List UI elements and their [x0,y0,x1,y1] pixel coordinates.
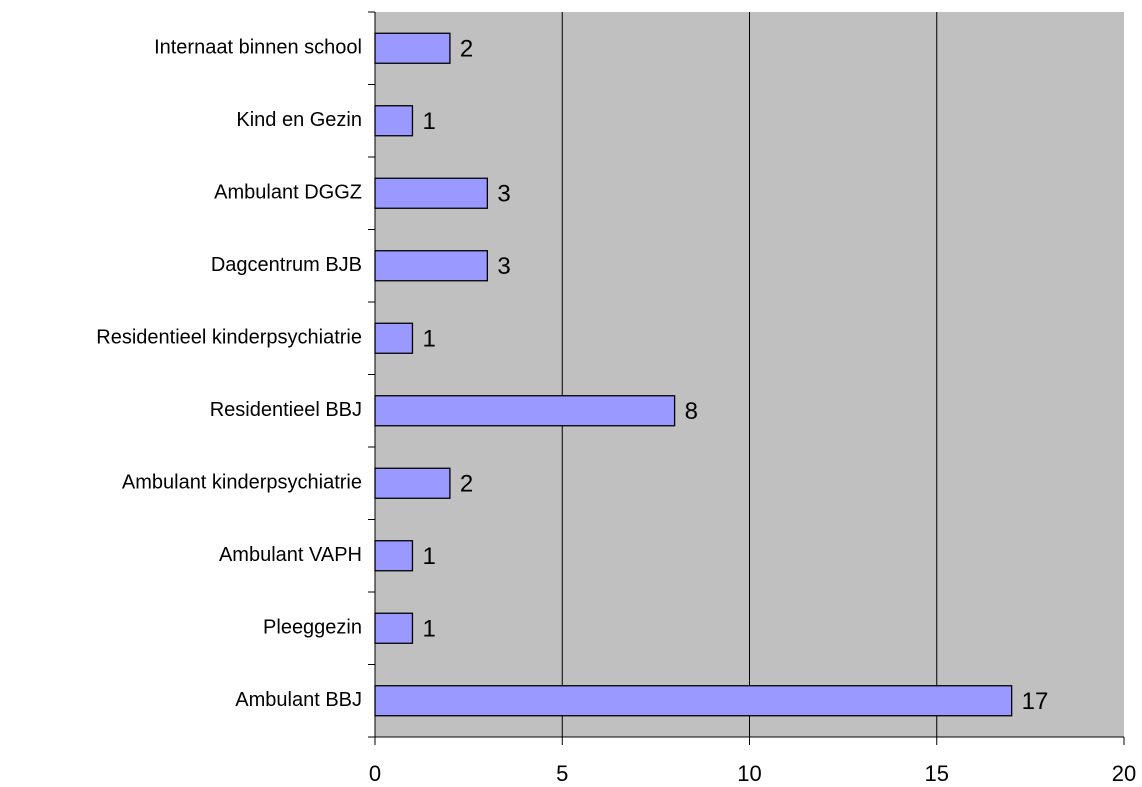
x-tick-label: 0 [369,761,381,786]
data-label: 3 [497,253,510,280]
category-label: Dagcentrum BJB [211,254,362,276]
bar [374,395,676,427]
category-label: Kind en Gezin [236,109,362,131]
bar [374,250,488,282]
data-label: 2 [460,36,473,63]
bar [374,467,451,499]
category-label: Ambulant DGGZ [214,182,362,204]
category-label: Pleeggezin [263,617,362,639]
bar [374,612,414,644]
data-label: 1 [422,326,435,353]
bar [374,32,451,64]
category-label: Residentieel BBJ [210,399,362,421]
x-tick-label: 15 [925,761,949,786]
bar [374,177,488,209]
x-tick-label: 10 [737,761,761,786]
x-tick-label: 20 [1112,761,1136,786]
data-label: 1 [422,108,435,135]
category-label: Ambulant kinderpsychiatrie [122,472,362,494]
category-label: Ambulant VAPH [219,544,362,566]
data-label: 1 [422,543,435,570]
bar [374,322,414,354]
category-label: Ambulant BBJ [235,689,362,711]
data-label: 17 [1022,688,1049,715]
bar [374,105,414,137]
category-label: Residentieel kinderpsychiatrie [96,327,362,349]
bar [374,685,1013,717]
bar [374,540,414,572]
data-label: 3 [497,181,510,208]
data-label: 2 [460,471,473,498]
category-label: Internaat binnen school [154,37,362,59]
x-tick-label: 5 [556,761,568,786]
data-label: 8 [685,398,698,425]
data-label: 1 [422,616,435,643]
